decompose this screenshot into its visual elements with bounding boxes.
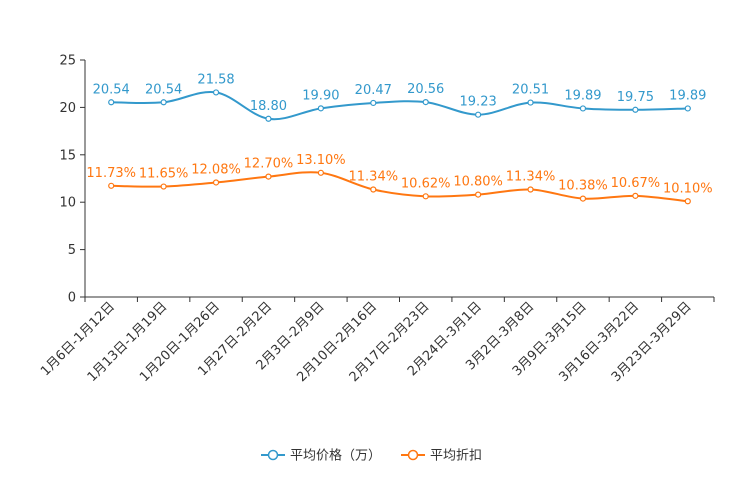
data-point[interactable] bbox=[370, 99, 377, 107]
data-point[interactable] bbox=[475, 191, 482, 198]
data-point[interactable] bbox=[160, 183, 167, 190]
data-point[interactable] bbox=[579, 195, 587, 202]
legend-marker-icon bbox=[407, 449, 419, 461]
data-label: 11.73% bbox=[86, 166, 136, 181]
data-label: 10.10% bbox=[663, 181, 713, 196]
data-point[interactable] bbox=[684, 105, 691, 112]
data-point[interactable] bbox=[212, 179, 220, 186]
data-label: 19.23 bbox=[460, 95, 497, 110]
series-avg-price: 20.54 20.54 21.58 18.80 19.90 20.47 20.56 19.23… bbox=[93, 72, 706, 122]
data-point[interactable] bbox=[317, 105, 324, 112]
data-point[interactable] bbox=[475, 111, 482, 118]
data-label: 10.62% bbox=[401, 176, 451, 191]
legend[interactable]: 平均价格（万） 平均折扣 bbox=[261, 448, 482, 464]
y-tick-label: 20 bbox=[59, 101, 76, 116]
data-label: 21.58 bbox=[197, 72, 234, 87]
data-point[interactable] bbox=[108, 99, 115, 106]
data-label: 11.34% bbox=[506, 169, 556, 184]
data-point[interactable] bbox=[579, 105, 587, 112]
data-label: 20.47 bbox=[355, 83, 392, 98]
data-label: 19.90 bbox=[302, 88, 339, 103]
data-point[interactable] bbox=[212, 89, 220, 96]
data-point[interactable] bbox=[108, 182, 115, 189]
series-line bbox=[111, 171, 688, 203]
data-label: 20.51 bbox=[512, 83, 549, 98]
data-point[interactable] bbox=[527, 186, 534, 193]
data-label: 10.38% bbox=[558, 179, 608, 194]
data-label: 12.70% bbox=[244, 157, 294, 172]
data-label: 11.65% bbox=[139, 167, 189, 182]
legend-label: 平均价格（万） bbox=[290, 448, 381, 464]
data-label: 11.34% bbox=[349, 169, 399, 184]
legend-item-avg-price[interactable]: 平均价格（万） bbox=[261, 448, 381, 464]
series-line bbox=[111, 90, 688, 121]
data-label: 13.10% bbox=[296, 153, 346, 168]
data-point[interactable] bbox=[632, 192, 639, 199]
data-point[interactable] bbox=[632, 106, 639, 113]
y-tick-label: 10 bbox=[59, 196, 76, 211]
data-label: 10.80% bbox=[453, 175, 503, 190]
legend-label: 平均折扣 bbox=[430, 449, 482, 464]
data-point[interactable] bbox=[265, 173, 272, 180]
data-label: 20.54 bbox=[93, 82, 130, 97]
series-avg-discount: 11.73% 11.65% 12.08% 12.70% 13.10%11.34% 10.6… bbox=[86, 153, 713, 205]
data-point[interactable] bbox=[422, 193, 429, 200]
data-label: 12.08% bbox=[191, 162, 241, 177]
data-label: 20.56 bbox=[407, 82, 444, 97]
data-label: 19.89 bbox=[564, 88, 601, 103]
data-point[interactable] bbox=[684, 198, 691, 205]
y-tick-label: 15 bbox=[59, 148, 76, 163]
y-tick-label: 0 bbox=[68, 291, 76, 306]
data-point[interactable] bbox=[265, 115, 272, 122]
y-tick-label: 25 bbox=[59, 54, 76, 69]
data-label: 10.67% bbox=[611, 176, 661, 191]
data-label: 18.80 bbox=[250, 99, 287, 114]
legend-marker-icon bbox=[267, 449, 279, 461]
data-point[interactable] bbox=[370, 186, 377, 193]
legend-item-avg-discount[interactable]: 平均折扣 bbox=[401, 449, 482, 464]
data-label: 20.54 bbox=[145, 82, 182, 97]
data-point[interactable] bbox=[317, 169, 324, 176]
data-point[interactable] bbox=[422, 98, 429, 106]
data-point[interactable] bbox=[160, 99, 167, 106]
data-point[interactable] bbox=[527, 99, 534, 106]
data-label: 19.89 bbox=[669, 88, 706, 103]
y-tick-label: 5 bbox=[68, 243, 76, 258]
series-layer: 20.54 20.54 21.58 18.80 19.90 20.47 20.56 19.23… bbox=[86, 72, 713, 205]
data-label: 19.75 bbox=[617, 90, 654, 105]
